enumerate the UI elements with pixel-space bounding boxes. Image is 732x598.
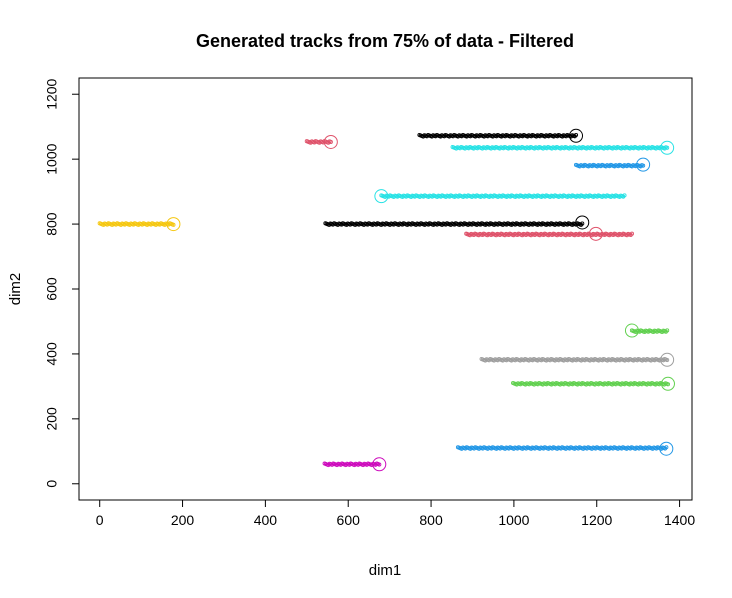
track-series <box>323 215 590 230</box>
track-series <box>97 217 181 232</box>
track-point <box>573 132 579 138</box>
tracks <box>97 128 675 472</box>
y-tick-label: 400 <box>44 342 60 366</box>
x-axis-label: dim1 <box>369 562 402 579</box>
track-endpoint <box>636 157 651 172</box>
y-axis-label: dim2 <box>7 273 24 306</box>
track-point <box>665 382 671 387</box>
track-series <box>511 376 675 391</box>
x-tick-label: 1000 <box>498 512 529 528</box>
y-tick-label: 200 <box>44 407 60 431</box>
track-series <box>624 323 670 338</box>
track-endpoint <box>323 134 338 149</box>
track-point <box>377 462 382 467</box>
track-endpoint <box>166 217 181 232</box>
track-series <box>479 352 675 367</box>
track-endpoint <box>624 323 639 338</box>
track-point <box>665 328 670 333</box>
track-point <box>665 145 670 150</box>
track-point <box>664 445 669 450</box>
track-endpoint <box>372 457 387 472</box>
track-endpoint <box>588 226 603 241</box>
track-series <box>573 157 651 172</box>
track-endpoint <box>660 140 675 155</box>
track-endpoint <box>660 352 675 367</box>
x-tick-label: 400 <box>254 512 278 528</box>
track-series <box>455 441 674 456</box>
track-point <box>622 193 627 198</box>
x-axis: 0 200 400 600 800 1000 1200 1400 <box>96 499 695 528</box>
track-endpoint <box>575 215 590 230</box>
y-tick-label: 600 <box>44 277 60 301</box>
y-tick-label: 800 <box>44 212 60 236</box>
track-series <box>464 226 634 241</box>
track-endpoint <box>659 441 674 456</box>
y-axis: 0 200 400 600 800 1000 1200 <box>44 78 80 488</box>
track-series <box>322 457 387 472</box>
track-series <box>374 189 627 204</box>
track-point <box>629 231 634 236</box>
track-point <box>665 357 670 363</box>
track-endpoint <box>569 128 584 143</box>
track-series <box>304 134 338 149</box>
x-tick-label: 1400 <box>664 512 695 528</box>
x-tick-label: 1200 <box>581 512 612 528</box>
chart-title: Generated tracks from 75% of data - Filt… <box>196 31 574 51</box>
track-point <box>641 163 646 168</box>
track-endpoint <box>660 376 675 391</box>
track-endpoint <box>374 189 389 204</box>
x-tick-label: 0 <box>96 512 104 528</box>
track-series <box>450 140 675 155</box>
x-tick-label: 800 <box>419 512 443 528</box>
x-tick-label: 200 <box>171 512 195 528</box>
plot-frame <box>78 77 693 501</box>
track-point <box>328 139 333 144</box>
y-tick-label: 0 <box>44 480 60 488</box>
x-tick-label: 600 <box>337 512 361 528</box>
y-tick-label: 1000 <box>44 143 60 174</box>
y-tick-label: 1200 <box>44 78 60 109</box>
track-series <box>417 128 584 143</box>
track-point <box>171 222 176 227</box>
track-point <box>580 221 585 226</box>
